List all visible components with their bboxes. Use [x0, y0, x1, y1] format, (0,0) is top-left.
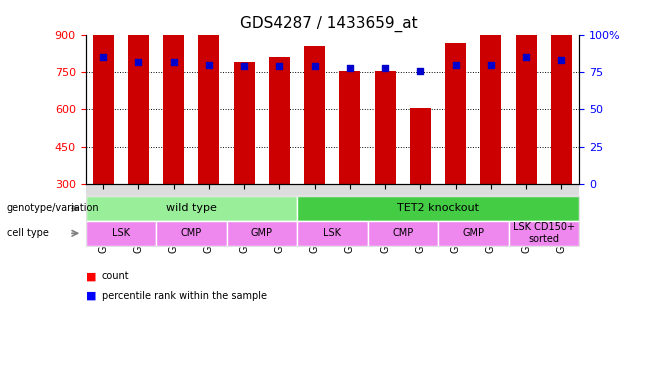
- Text: GDS4287 / 1433659_at: GDS4287 / 1433659_at: [240, 15, 418, 31]
- Point: [98, 54, 109, 60]
- Point: [415, 68, 426, 74]
- Text: TET2 knockout: TET2 knockout: [397, 203, 479, 214]
- Text: LSK: LSK: [112, 228, 130, 238]
- Bar: [93, 0, 114, 184]
- Bar: [516, 0, 537, 184]
- Point: [203, 61, 214, 68]
- Bar: [198, 28, 220, 184]
- Point: [168, 58, 179, 65]
- Bar: [340, 71, 361, 184]
- Bar: [374, 71, 395, 184]
- Bar: [163, 18, 184, 184]
- Text: LSK: LSK: [323, 228, 342, 238]
- Point: [486, 61, 496, 68]
- Text: CMP: CMP: [181, 228, 202, 238]
- Text: GMP: GMP: [463, 228, 484, 238]
- Bar: [304, 46, 325, 184]
- Bar: [128, 17, 149, 184]
- Bar: [445, 43, 467, 184]
- Point: [133, 58, 143, 65]
- Point: [450, 61, 461, 68]
- Bar: [410, 108, 431, 184]
- Text: GMP: GMP: [251, 228, 273, 238]
- Text: cell type: cell type: [7, 228, 49, 238]
- Point: [239, 63, 249, 69]
- Text: LSK CD150+
sorted: LSK CD150+ sorted: [513, 222, 575, 244]
- Text: wild type: wild type: [166, 203, 216, 214]
- Bar: [551, 22, 572, 184]
- Text: count: count: [102, 271, 130, 281]
- Bar: [234, 62, 255, 184]
- Point: [380, 65, 390, 71]
- Point: [556, 57, 567, 63]
- Text: ■: ■: [86, 271, 96, 281]
- Point: [309, 63, 320, 69]
- Text: CMP: CMP: [392, 228, 413, 238]
- Bar: [480, 32, 501, 184]
- Text: ■: ■: [86, 291, 96, 301]
- Point: [345, 65, 355, 71]
- Text: genotype/variation: genotype/variation: [7, 203, 99, 214]
- Bar: [269, 57, 290, 184]
- Point: [521, 54, 532, 60]
- Point: [274, 63, 285, 69]
- Text: percentile rank within the sample: percentile rank within the sample: [102, 291, 267, 301]
